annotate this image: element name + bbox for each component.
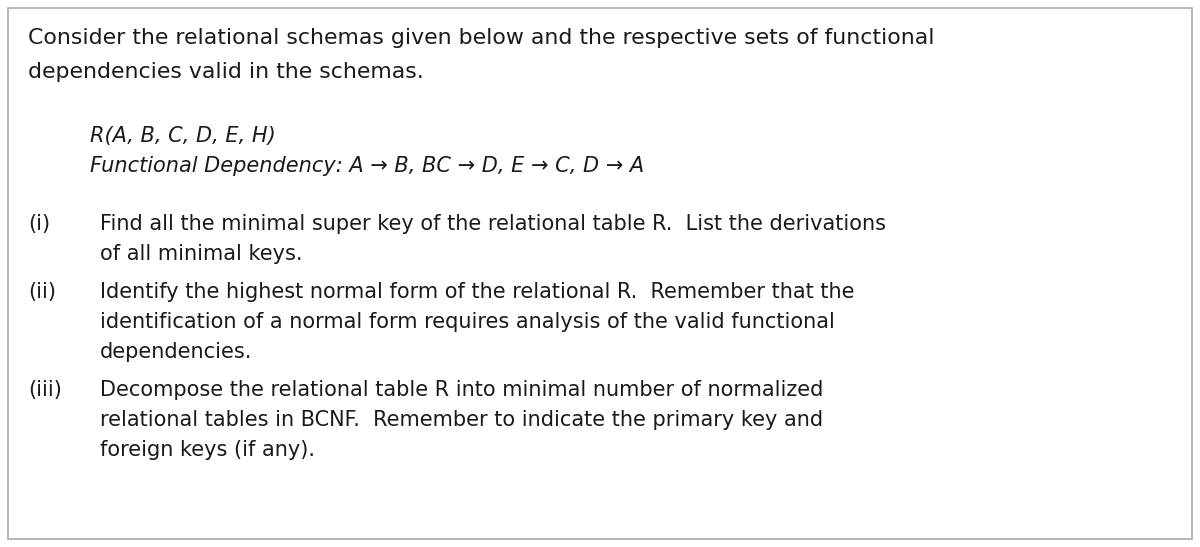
Text: of all minimal keys.: of all minimal keys.	[100, 244, 302, 264]
Text: Consider the relational schemas given below and the respective sets of functiona: Consider the relational schemas given be…	[28, 28, 935, 48]
Text: foreign keys (if any).: foreign keys (if any).	[100, 440, 314, 460]
Text: Find all the minimal super key of the relational table R.  List the derivations: Find all the minimal super key of the re…	[100, 214, 886, 234]
Text: identification of a normal form requires analysis of the valid functional: identification of a normal form requires…	[100, 312, 835, 332]
FancyBboxPatch shape	[8, 8, 1192, 539]
Text: Identify the highest normal form of the relational R.  Remember that the: Identify the highest normal form of the …	[100, 282, 854, 302]
Text: R(A, B, C, D, E, H): R(A, B, C, D, E, H)	[90, 126, 276, 146]
Text: (ii): (ii)	[28, 282, 56, 302]
Text: relational tables in BCNF.  Remember to indicate the primary key and: relational tables in BCNF. Remember to i…	[100, 410, 823, 430]
Text: dependencies.: dependencies.	[100, 342, 252, 362]
Text: (i): (i)	[28, 214, 50, 234]
Text: dependencies valid in the schemas.: dependencies valid in the schemas.	[28, 62, 424, 82]
Text: Functional Dependency: A → B, BC → D, E → C, D → A: Functional Dependency: A → B, BC → D, E …	[90, 156, 644, 176]
Text: Decompose the relational table R into minimal number of normalized: Decompose the relational table R into mi…	[100, 380, 823, 400]
Text: (iii): (iii)	[28, 380, 62, 400]
